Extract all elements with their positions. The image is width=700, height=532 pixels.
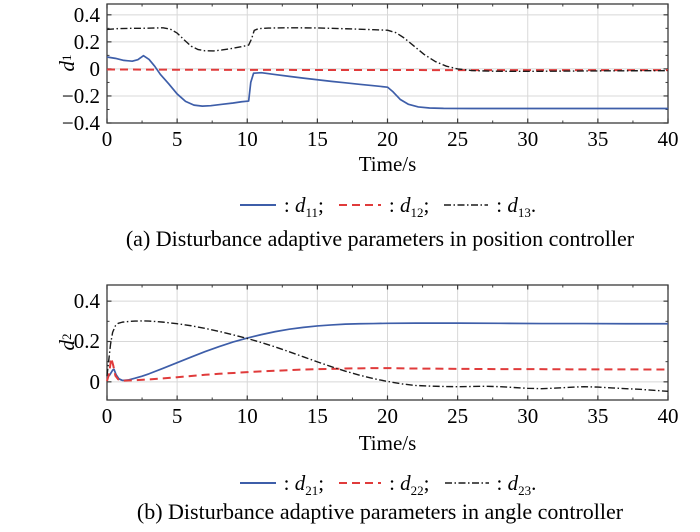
legend-var: d bbox=[400, 470, 411, 495]
legend-sub: 13 bbox=[517, 204, 531, 220]
y-tick-label: 0.2 bbox=[73, 329, 100, 354]
x-tick-label: 20 bbox=[377, 404, 398, 428]
legend-colon: : bbox=[496, 470, 508, 495]
x-tick-label: 5 bbox=[171, 127, 183, 151]
legend-item-d22: : d22; bbox=[338, 470, 430, 498]
legend-colon: : bbox=[389, 470, 401, 495]
plot-area-angle-controller bbox=[106, 284, 669, 401]
y-tick-label: 0.2 bbox=[73, 29, 100, 54]
legend-item-d23: : d23. bbox=[444, 470, 537, 498]
x-tick-label: 35 bbox=[587, 127, 609, 151]
legend-line-dashdot-icon bbox=[444, 482, 489, 484]
legend-var: d bbox=[507, 192, 518, 217]
x-tick-label: 0 bbox=[101, 127, 113, 151]
caption-a: (a) Disturbance adaptive parameters in p… bbox=[125, 226, 635, 251]
legend-punct: ; bbox=[318, 192, 324, 217]
legend-punct: . bbox=[530, 192, 537, 217]
x-tick-label: 20 bbox=[377, 127, 398, 151]
legend-b: : d21; : d22; : d23. bbox=[107, 470, 668, 498]
y-tick-label: 0.4 bbox=[73, 2, 100, 27]
y-tick-label: 0 bbox=[89, 369, 101, 394]
x-tick-label: 15 bbox=[306, 127, 328, 151]
legend-item-d13: : d13. bbox=[443, 192, 537, 220]
x-tick-label: 0 bbox=[101, 404, 113, 428]
x-tick-label: 15 bbox=[306, 404, 328, 428]
legend-punct: ; bbox=[423, 192, 430, 217]
legend-punct: ; bbox=[318, 470, 325, 495]
legend-a: : d11; : d12; : d13. bbox=[107, 192, 668, 220]
x-axis-label-b: Time/s bbox=[358, 431, 417, 455]
x-tick-label: 25 bbox=[447, 404, 469, 428]
series-d11 bbox=[106, 54, 668, 110]
legend-line-dashed-icon bbox=[339, 482, 382, 484]
legend-item-d11: : d11; bbox=[239, 192, 324, 220]
legend-line-dashdot-icon bbox=[444, 204, 489, 206]
y-tick-label: −0.4 bbox=[61, 111, 100, 135]
legend-colon: : bbox=[283, 192, 295, 217]
legend-colon: : bbox=[496, 192, 508, 217]
x-tick-label: 35 bbox=[587, 404, 609, 428]
legend-line-solid-icon bbox=[239, 482, 276, 484]
series-d22 bbox=[106, 357, 669, 382]
y-tick-label: 0 bbox=[89, 56, 101, 81]
caption-b: (b) Disturbance adaptive parameters in a… bbox=[136, 499, 624, 524]
x-tick-label: 40 bbox=[657, 127, 679, 151]
legend-punct: ; bbox=[423, 470, 430, 495]
legend-sub: 23 bbox=[518, 482, 532, 498]
x-tick-label: 10 bbox=[236, 404, 258, 428]
legend-var: d bbox=[294, 192, 306, 217]
x-tick-label: 5 bbox=[171, 404, 183, 428]
legend-var: d bbox=[507, 470, 519, 495]
legend-item-d21: : d21; bbox=[239, 470, 325, 498]
legend-sub: 22 bbox=[410, 482, 424, 498]
legend-line-dashed-icon bbox=[338, 204, 381, 206]
x-tick-label: 25 bbox=[447, 127, 469, 151]
legend-sub: 12 bbox=[410, 204, 424, 220]
legend-var: d bbox=[294, 470, 306, 495]
y-tick-label: 0.4 bbox=[73, 289, 100, 314]
legend-var: d bbox=[399, 192, 411, 217]
x-axis-label-a: Time/s bbox=[358, 152, 417, 176]
legend-item-d12: : d12; bbox=[338, 192, 430, 220]
legend-line-solid-icon bbox=[239, 204, 276, 206]
plot-area-position-controller bbox=[106, 3, 669, 124]
x-tick-label: 30 bbox=[517, 127, 539, 151]
legend-colon: : bbox=[388, 192, 400, 217]
x-tick-label: 30 bbox=[517, 404, 539, 428]
legend-colon: : bbox=[283, 470, 295, 495]
series-d12 bbox=[106, 68, 668, 72]
x-tick-label: 10 bbox=[236, 127, 258, 151]
x-tick-label: 40 bbox=[657, 404, 679, 428]
legend-punct: . bbox=[531, 470, 537, 495]
legend-sub: 11 bbox=[305, 204, 318, 220]
y-tick-label: −0.2 bbox=[61, 83, 100, 108]
series-d23 bbox=[106, 320, 669, 393]
legend-sub: 21 bbox=[305, 482, 319, 498]
